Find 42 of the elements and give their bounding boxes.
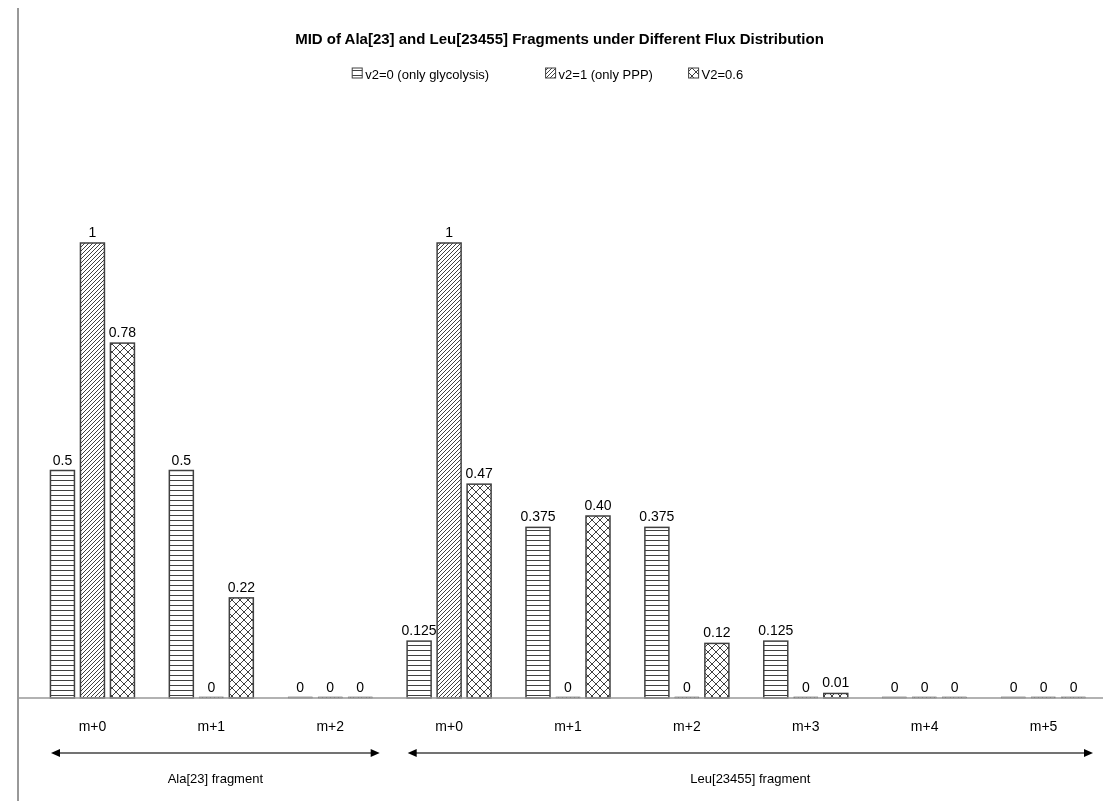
data-label: 0.01 bbox=[822, 674, 850, 691]
data-label: 0.22 bbox=[227, 578, 256, 595]
data-label: 0.5 bbox=[171, 451, 192, 468]
text: Ala[23] fragment bbox=[167, 771, 264, 786]
legend-label: v2=0 (only glycolysis) bbox=[365, 67, 490, 82]
x-tick-label: m+1 bbox=[554, 718, 583, 734]
data-label: 0.78 bbox=[108, 324, 137, 341]
data-label: 0 bbox=[1069, 679, 1078, 695]
data-label: 0 bbox=[326, 679, 335, 695]
data-label: 0 bbox=[1009, 679, 1018, 695]
text: Leu[23455] fragment bbox=[690, 771, 811, 786]
data-label: 0.12 bbox=[703, 624, 731, 641]
data-label: 1 bbox=[445, 224, 454, 240]
x-tick-label: m+2 bbox=[673, 718, 701, 734]
data-label: 0 bbox=[682, 679, 691, 695]
data-label: 0.375 bbox=[639, 508, 675, 525]
data-label: 0 bbox=[296, 679, 305, 695]
data-label: 0.125 bbox=[758, 622, 794, 639]
data-label: 1 bbox=[88, 224, 97, 240]
data-label: 0 bbox=[890, 679, 899, 695]
data-label: 0 bbox=[207, 679, 216, 695]
chart-title: MID of Ala[23] and Leu[23455] Fragments under Different Flux Distribution bbox=[295, 30, 824, 47]
data-label: 0 bbox=[1039, 679, 1048, 695]
data-label: 0.40 bbox=[584, 497, 612, 513]
legend-label: v2=1 (only PPP) bbox=[558, 67, 653, 82]
x-tick-label: m+2 bbox=[316, 718, 345, 734]
x-tick-label: m+1 bbox=[197, 718, 226, 734]
x-tick-label: m+0 bbox=[78, 718, 107, 734]
data-label: 0 bbox=[920, 679, 929, 695]
data-label: 0.125 bbox=[401, 622, 437, 639]
x-tick-label: m+3 bbox=[791, 718, 820, 734]
legend-label: V2=0.6 bbox=[701, 67, 744, 82]
data-label: 0 bbox=[950, 679, 959, 695]
x-tick-label: m+0 bbox=[435, 718, 464, 734]
data-label: 0.375 bbox=[520, 508, 556, 525]
data-label: 0.47 bbox=[465, 465, 493, 482]
x-tick-label: m+5 bbox=[1029, 718, 1058, 734]
x-tick-label: m+4 bbox=[910, 718, 939, 734]
data-label: 0 bbox=[564, 679, 573, 695]
data-label: 0 bbox=[356, 679, 365, 695]
data-label: 0 bbox=[801, 679, 810, 695]
data-label: 0.5 bbox=[52, 451, 73, 468]
